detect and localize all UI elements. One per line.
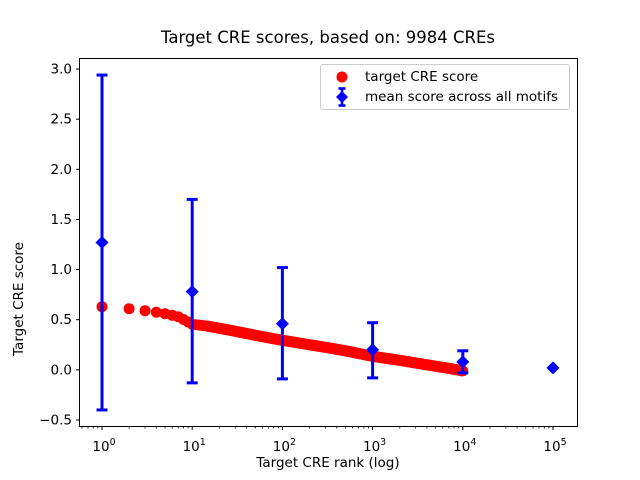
legend-label-mean-score: mean score across all motifs [365,89,559,105]
axes-frame [79,58,578,427]
y-axis-label-text: Target CRE score [11,242,27,356]
x-axis-label: Target CRE rank (log) [256,455,400,471]
blue-diamond-point [546,361,560,375]
y-tick-label: 2.5 [51,112,72,128]
legend-item-target-cre-score: target CRE score [321,67,569,87]
y-tick-label: 0.5 [51,312,72,328]
blue-diamond-point [275,317,289,331]
blue-diamond-errorbar-marker-icon [336,87,348,107]
x-tick-label: 103 [363,437,386,455]
x-tick-label: 102 [273,437,296,455]
blue-diamond-point [366,343,380,357]
x-tick-label: 100 [92,437,115,455]
y-tick-label: 0.0 [51,362,72,378]
y-tick-label: 2.0 [51,162,72,178]
red-dot-marker-icon [336,71,348,83]
legend-label-target-cre-score: target CRE score [365,69,479,85]
y-tick-label: 1.5 [51,212,72,228]
x-tick-label: 104 [453,437,476,455]
legend-item-mean-score: mean score across all motifs [321,87,569,107]
chart-title: Target CRE scores, based on: 9984 CREs [160,28,496,47]
blue-diamond-point [185,285,199,299]
x-tick-label: 101 [183,437,206,455]
y-tick-label: 1.0 [51,262,72,278]
y-tick-label: 3.0 [51,62,72,78]
red-data-point [150,306,162,318]
red-data-point [123,303,135,315]
legend: target CRE score mean score across all m… [320,64,570,110]
blue-diamond-point [95,236,109,250]
x-tick-label: 105 [543,437,566,455]
blue-diamond-point [456,355,470,369]
red-data-point [139,305,151,317]
y-tick-label: −0.5 [39,412,72,428]
